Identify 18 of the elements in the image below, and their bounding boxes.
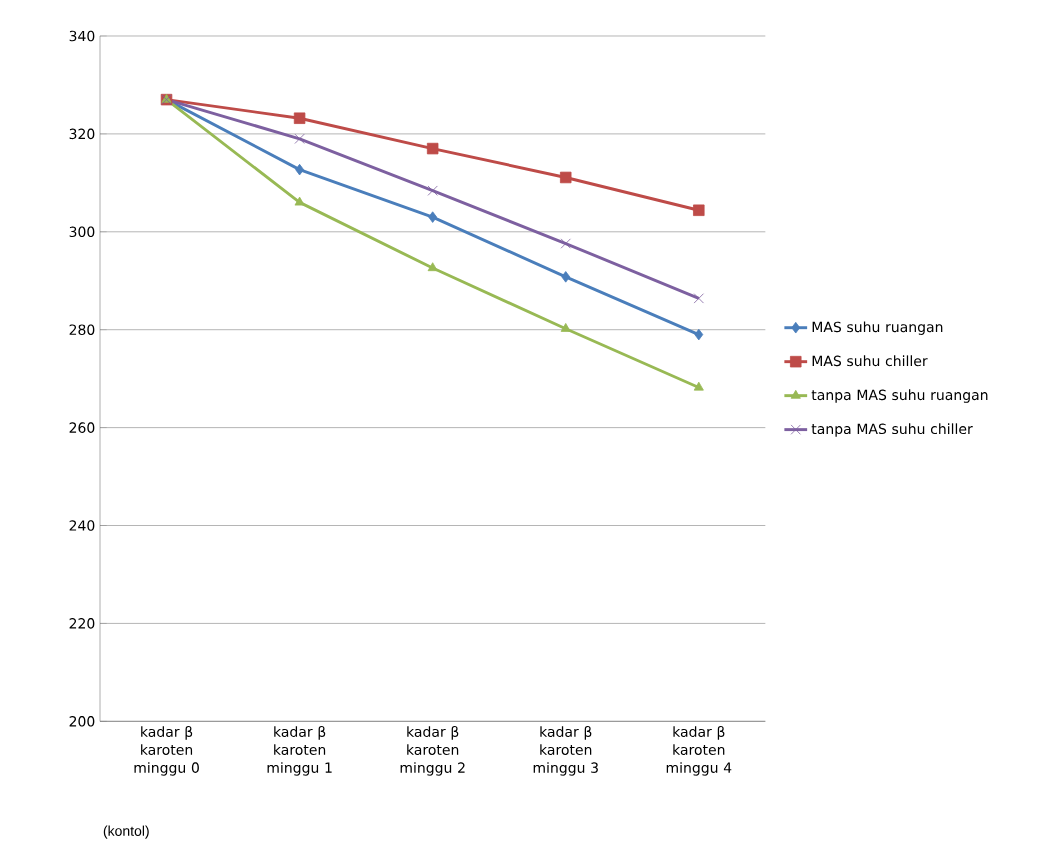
x-tick-label: kadar β karoten minggu 3 bbox=[533, 726, 598, 776]
legend-label: MAS suhu ruangan bbox=[812, 321, 943, 336]
y-tick-label: 320 bbox=[69, 128, 95, 140]
x-tick-label: kadar β karoten minggu 2 bbox=[400, 726, 465, 776]
x-tick-label: kadar β karoten minggu 0 bbox=[134, 726, 199, 776]
y-tick-label: 240 bbox=[69, 520, 95, 531]
legend-label: tanpa MAS suhu ruangan bbox=[811, 389, 988, 404]
text: (kontol) bbox=[103, 825, 149, 839]
x-tick-label: kadar β karoten minggu 1 bbox=[267, 726, 332, 776]
legend-label: tanpa MAS suhu chiller bbox=[811, 423, 973, 438]
y-tick-label: 340 bbox=[69, 30, 95, 42]
y-tick-label: 260 bbox=[69, 422, 95, 434]
y-tick-label: 280 bbox=[69, 324, 95, 336]
y-tick-label: 200 bbox=[69, 716, 95, 727]
y-tick-label: 300 bbox=[69, 226, 95, 238]
legend-label: MAS suhu chiller bbox=[812, 355, 928, 367]
x-tick-label: kadar β karoten minggu 4 bbox=[666, 726, 732, 776]
y-tick-label: 220 bbox=[69, 618, 95, 629]
